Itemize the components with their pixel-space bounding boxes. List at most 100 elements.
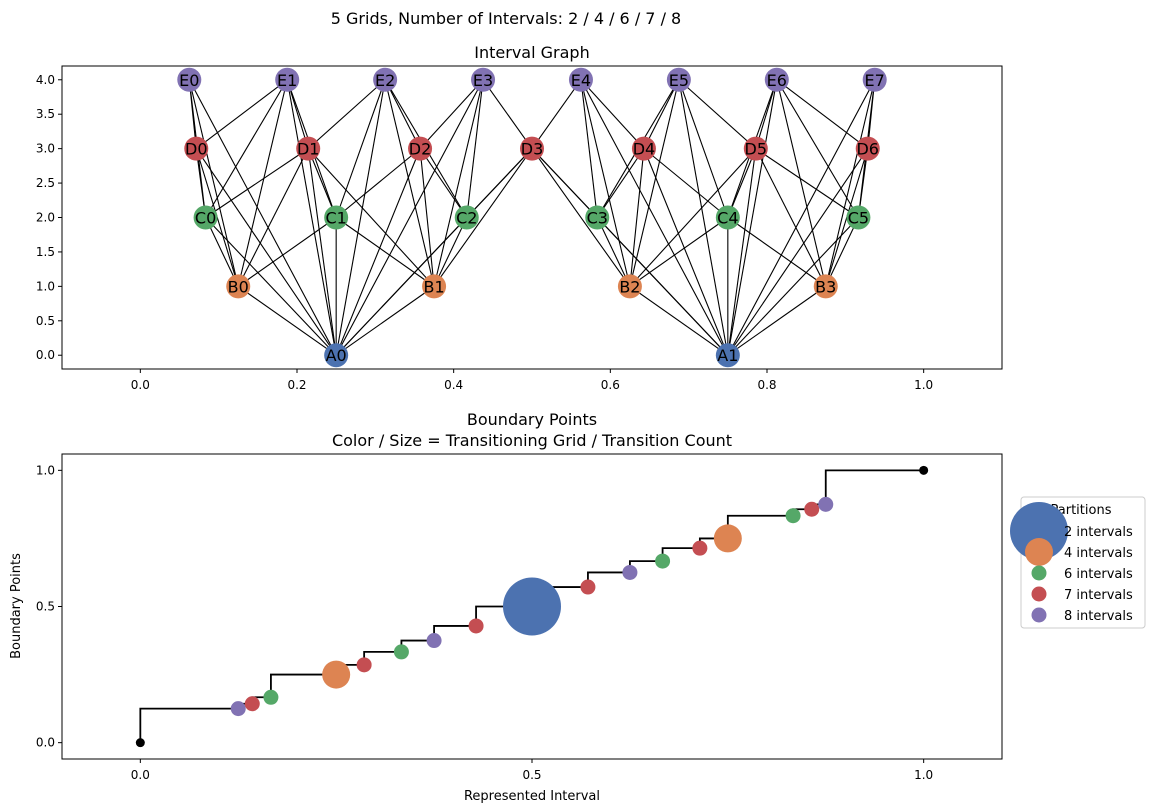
endpoint-marker <box>919 465 929 475</box>
legend-marker-E <box>1031 607 1047 623</box>
y-tick-label: 1.0 <box>36 279 55 293</box>
edge-B1-D3 <box>433 148 533 287</box>
y-tick-label: 0.5 <box>36 600 55 614</box>
y-tick-label: 2.0 <box>36 211 55 225</box>
node-label-E4: E4 <box>571 71 591 90</box>
edge-B2-E4 <box>580 79 631 287</box>
boundary-point-E <box>426 633 442 649</box>
y-tick-label: 0.5 <box>36 314 55 328</box>
interval-graph-y-ticks: 0.0 0.5 1.0 1.5 2.0 2.5 3.0 3.5 4.0 <box>36 73 62 362</box>
boundary-points-y-label: Boundary Points <box>9 553 24 659</box>
edge-A0-B0 <box>237 285 337 356</box>
node-label-A1: A1 <box>717 346 738 365</box>
edge-A0-E1 <box>286 79 337 356</box>
node-B2 <box>617 274 642 299</box>
edge-B1-C2 <box>433 217 468 287</box>
boundary-point-D <box>244 696 260 712</box>
node-label-E7: E7 <box>865 71 885 90</box>
edge-A1-E4 <box>580 79 729 356</box>
node-E1 <box>275 67 300 92</box>
edge-D1-E2 <box>307 79 386 150</box>
legend-label: 2 intervals <box>1064 525 1133 540</box>
legend-marker-B <box>1025 538 1053 566</box>
edge-B1-E3 <box>433 79 484 287</box>
edge-A0-E2 <box>335 79 386 356</box>
edge-C2-E3 <box>466 79 484 218</box>
boundary-point-E <box>818 496 834 512</box>
boundary-point-E <box>622 564 638 580</box>
x-tick-label: 0.8 <box>757 378 776 392</box>
boundary-points-title: Boundary Points Color / Size = Transition… <box>332 410 732 450</box>
node-C1 <box>324 205 349 230</box>
edge-B0-C1 <box>237 217 337 287</box>
edge-B1-C1 <box>335 217 435 287</box>
edge-B1-D2 <box>419 148 435 287</box>
node-label-E5: E5 <box>669 71 689 90</box>
y-tick-label: 3.5 <box>36 107 55 121</box>
boundary-points-frame <box>61 453 1003 760</box>
interval-graph-panel: Interval Graph A0 A1 B0 B1 B2 B3 C0 C1 C2 C3 C4 C5 D… <box>36 43 1003 392</box>
node-label-D4: D4 <box>633 140 656 159</box>
node-label-B2: B2 <box>619 277 640 296</box>
node-D4 <box>631 136 656 161</box>
edge-A1-D5 <box>727 148 757 356</box>
edge-A1-E6 <box>727 79 778 356</box>
boundary-points-y-ticks: 0.0 0.5 1.0 <box>36 463 62 750</box>
node-E7 <box>862 67 887 92</box>
node-E3 <box>471 67 496 92</box>
edge-A1-D4 <box>643 148 729 356</box>
edge-C2-D2 <box>419 148 468 218</box>
node-D3 <box>520 136 544 161</box>
edge-A0-C0 <box>205 217 337 356</box>
edge-D3-E3 <box>482 79 533 149</box>
y-tick-label: 1.0 <box>36 463 55 477</box>
edge-A1-D6 <box>727 148 869 356</box>
node-D5 <box>743 136 768 161</box>
edge-B3-E7 <box>825 79 876 287</box>
node-E2 <box>373 67 398 92</box>
legend-title: Partitions <box>1051 503 1112 518</box>
node-label-C3: C3 <box>587 209 608 228</box>
interval-graph-nodes: A0 A1 B0 B1 B2 B3 C0 C1 C2 C3 C4 C5 D0 D1 D2 D3 D4 D5 D6 E0… <box>177 67 887 368</box>
x-tick-label: 0.5 <box>522 768 541 782</box>
node-A0 <box>324 343 349 368</box>
interval-graph-x-ticks: 0.0 0.2 0.4 0.6 0.8 1.0 <box>131 369 933 392</box>
edge-B2-D5 <box>629 148 757 287</box>
y-tick-label: 0.0 <box>36 736 55 750</box>
boundary-point-A <box>503 577 561 636</box>
edge-B3-C5 <box>825 217 859 287</box>
x-tick-label: 0.0 <box>131 768 150 782</box>
x-tick-label: 0.0 <box>131 378 150 392</box>
legend-marker-C <box>1031 565 1047 581</box>
node-B3 <box>813 274 838 299</box>
boundary-point-C <box>655 553 671 569</box>
edge-C4-D4 <box>643 148 729 218</box>
edge-B1-E2 <box>384 79 435 287</box>
edge-B0-E0 <box>188 79 239 287</box>
edge-A0-B1 <box>335 285 435 356</box>
legend-label: 6 intervals <box>1064 567 1133 582</box>
node-label-B1: B1 <box>424 277 445 296</box>
edge-C0-E1 <box>205 79 288 218</box>
edge-C1-D2 <box>335 148 421 218</box>
boundary-point-D <box>580 579 596 595</box>
node-label-C5: C5 <box>848 209 869 228</box>
edge-A1-B3 <box>727 285 827 356</box>
boundary-points-markers <box>135 465 929 748</box>
endpoint-marker <box>135 738 145 748</box>
node-label-E6: E6 <box>767 71 787 90</box>
edge-B0-E1 <box>237 79 288 287</box>
boundary-points-panel: Boundary Points Color / Size = Transition… <box>9 410 1146 804</box>
edge-D4-E4 <box>580 79 645 150</box>
edge-C3-D3 <box>531 148 598 218</box>
partitions-legend: Partitions 2 intervals 4 intervals 6 interv… <box>1010 496 1146 629</box>
node-D2 <box>408 136 433 161</box>
edge-B2-C4 <box>629 217 729 287</box>
legend-label: 7 intervals <box>1064 588 1133 603</box>
edge-A0-D0 <box>195 148 337 356</box>
edge-D4-E5 <box>643 79 680 149</box>
edge-D3-E4 <box>531 79 582 149</box>
edge-A0-E3 <box>335 79 484 356</box>
edge-B3-D5 <box>755 148 827 287</box>
legend-label: 4 intervals <box>1064 546 1133 561</box>
